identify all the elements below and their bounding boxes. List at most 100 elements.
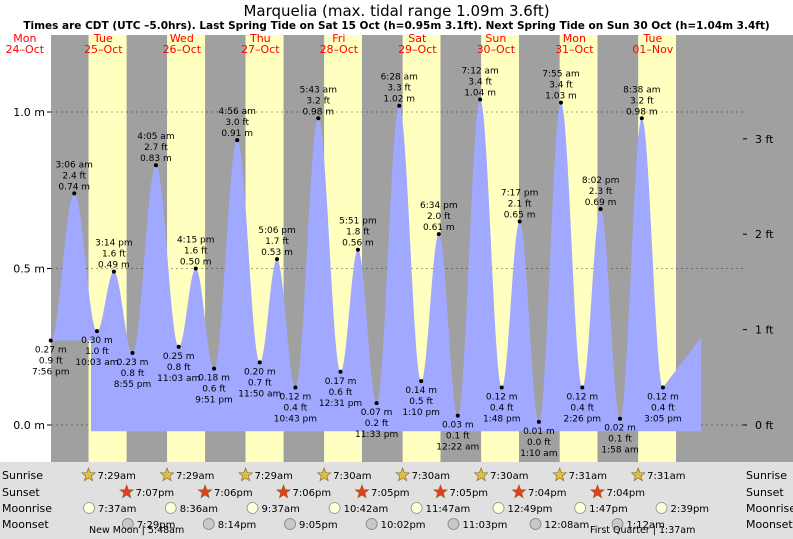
tide-time-label: 7:55 am	[542, 70, 579, 80]
tide-feet-label: 3.0 ft	[225, 118, 249, 128]
moonrise-time: 2:39pm	[671, 504, 710, 515]
row-label-left: Moonrise	[2, 502, 52, 515]
tide-feet-label: 0.0 ft	[527, 438, 551, 448]
tide-feet-label: 3.3 ft	[387, 84, 411, 94]
moonset-icon	[529, 518, 542, 530]
day-date-label: 30–Oct	[477, 43, 516, 56]
moonset-time: 8:14pm	[218, 520, 257, 531]
tide-meters-label: 0.03 m	[442, 421, 474, 431]
day-date-label: 28–Oct	[320, 43, 359, 56]
tide-feet-label: 0.2 ft	[365, 419, 389, 429]
day-date-label: 29–Oct	[398, 43, 437, 56]
sunrise-time: 7:30am	[490, 471, 528, 482]
day-name-label: Mon	[563, 32, 586, 45]
tide-feet-label: 2.0 ft	[427, 212, 451, 222]
tide-meters-label: 0.12 m	[566, 392, 598, 402]
sunrise-time: 7:30am	[333, 471, 371, 482]
sunrise-icon	[395, 467, 411, 482]
day-date-label: 27–Oct	[241, 43, 280, 56]
tide-feet-label: 0.5 ft	[409, 397, 433, 407]
tide-feet-label: 0.7 ft	[248, 378, 272, 388]
moonrise-time: 10:42am	[344, 504, 389, 515]
sunset-icon	[511, 484, 527, 499]
tide-time-label: 1:48 pm	[483, 414, 521, 424]
moonset-time: 11:03pm	[462, 520, 507, 531]
tide-time-label: 10:03 am	[75, 358, 118, 368]
tide-meters-label: 0.98 m	[302, 107, 334, 117]
day-name-label: Tue	[642, 32, 662, 45]
day-name-label: Mon	[13, 32, 36, 45]
tide-time-label: 6:34 pm	[420, 201, 458, 211]
moonset-icon	[365, 518, 378, 530]
tide-time-label: 1:10 am	[520, 449, 557, 459]
day-name-label: Wed	[170, 32, 194, 45]
sunset-time: 7:06pm	[214, 488, 253, 499]
tide-meters-label: 0.14 m	[405, 386, 437, 396]
right-margin	[743, 35, 793, 462]
tide-time-label: 8:55 pm	[114, 380, 152, 390]
tide-time-label: 5:51 pm	[339, 217, 377, 227]
tide-meters-label: 1.02 m	[383, 95, 415, 105]
tide-point	[517, 219, 522, 224]
right-tick-label: 3 ft	[755, 133, 774, 146]
tide-feet-label: 2.7 ft	[144, 143, 168, 153]
tide-time-label: 7:17 pm	[501, 189, 539, 199]
chart-title: Marquelia (max. tidal range 1.09m 3.6ft)	[243, 2, 549, 20]
right-tick-label: 1 ft	[755, 324, 774, 337]
sunrise-icon	[473, 467, 489, 482]
tide-feet-label: 0.4 ft	[490, 403, 514, 413]
tide-time-label: 11:33 pm	[355, 430, 398, 440]
tide-point	[94, 329, 99, 334]
tide-feet-label: 0.4 ft	[284, 403, 308, 413]
tide-meters-label: 0.07 m	[361, 408, 393, 418]
tide-time-label: 3:06 am	[56, 160, 93, 170]
tide-meters-label: 1.03 m	[545, 92, 577, 102]
row-label-right: Sunset	[746, 486, 784, 499]
tide-point	[436, 232, 441, 237]
tide-point	[455, 413, 460, 418]
tide-meters-label: 0.53 m	[261, 248, 293, 258]
tide-meters-label: 1.04 m	[464, 88, 496, 98]
left-tick-label: 0.0 m	[13, 419, 45, 432]
tide-area	[50, 99, 701, 432]
astronomy-footer: Sunrise Sunrise Sunset Sunset Moonrise Moonri…	[0, 462, 793, 539]
moonrise-icon	[492, 502, 505, 514]
day-name-label: Thu	[249, 32, 271, 45]
first-quarter-label: First Quarter | 1:37am	[590, 525, 695, 536]
sunrise-icon	[630, 467, 646, 482]
moonrise-time: 8:36am	[180, 504, 218, 515]
moonset-icon	[447, 518, 460, 530]
tide-time-label: 5:06 pm	[258, 226, 296, 236]
day-name-label: Tue	[93, 32, 113, 45]
tide-point	[193, 266, 198, 271]
right-tick-label: 2 ft	[755, 228, 774, 241]
sunset-icon	[589, 484, 605, 499]
tide-point	[374, 401, 379, 406]
tide-point	[419, 379, 424, 384]
tide-meters-label: 0.50 m	[180, 258, 212, 268]
day-date-label: 01–Nov	[632, 43, 673, 56]
chart-subtitle: Times are CDT (UTC –5.0hrs). Last Spring…	[23, 20, 769, 32]
sunrise-time: 7:29am	[255, 471, 293, 482]
sunset-icon	[276, 484, 292, 499]
tide-meters-label: 0.27 m	[35, 345, 67, 355]
moonrise-icon	[574, 502, 587, 514]
tide-meters-label: 0.49 m	[98, 261, 130, 271]
day-name-label: Sun	[485, 32, 506, 45]
tide-time-label: 1:58 am	[601, 446, 638, 456]
moonrise-icon	[410, 502, 423, 514]
tide-time-label: 4:15 pm	[177, 236, 215, 246]
tide-point	[536, 419, 541, 424]
left-tick-label: 0.5 m	[13, 263, 45, 276]
day-date-label: 24–Oct	[6, 43, 45, 56]
tide-point	[397, 103, 402, 108]
tide-point	[212, 366, 217, 371]
sunset-icon	[197, 484, 213, 499]
tide-feet-label: 2.4 ft	[62, 171, 86, 181]
tide-feet-label: 1.7 ft	[265, 237, 289, 247]
tide-meters-label: 0.12 m	[280, 392, 312, 402]
tide-meters-label: 0.01 m	[523, 427, 555, 437]
tide-curve	[50, 99, 701, 432]
tide-point	[660, 385, 665, 390]
